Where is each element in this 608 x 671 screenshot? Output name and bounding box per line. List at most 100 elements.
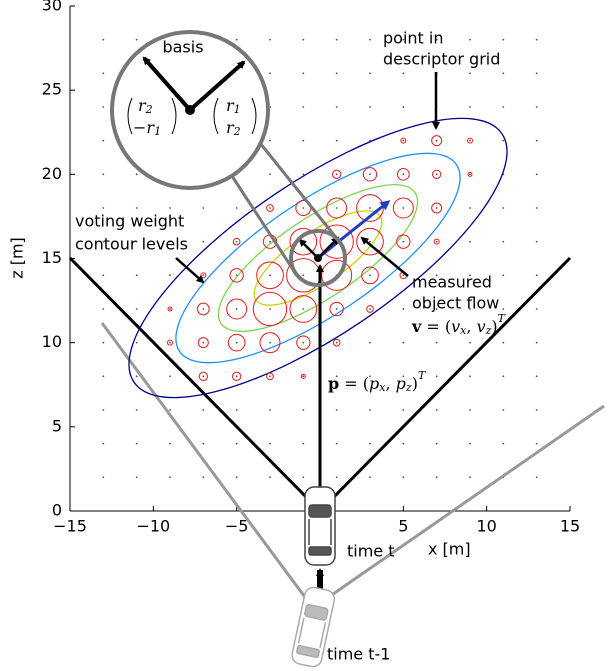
grid-point: [136, 207, 138, 209]
grid-point: [236, 39, 238, 41]
y-tick-label: 20: [42, 164, 62, 183]
grid-point: [136, 39, 138, 41]
grid-point: [536, 342, 538, 344]
x-tick-label: −5: [225, 517, 249, 536]
grid-point: [336, 409, 338, 411]
grid-point: [136, 173, 138, 175]
grid-point: [536, 375, 538, 377]
grid-point: [502, 308, 504, 310]
grid-point: [469, 140, 471, 142]
grid-point: [102, 476, 104, 478]
grid-point: [436, 207, 438, 209]
grid-point: [269, 375, 271, 377]
grid-point: [202, 443, 204, 445]
grid-point: [469, 375, 471, 377]
grid-point: [436, 342, 438, 344]
grid-point: [469, 241, 471, 243]
figure: −15−10−5051015051015202530 basis r2 −r1 …: [0, 0, 608, 671]
grid-point: [136, 443, 138, 445]
grid-point: [502, 443, 504, 445]
grid-point: [236, 476, 238, 478]
x-tick-label: −10: [136, 517, 170, 536]
grid-point: [369, 72, 371, 74]
grid-point: [336, 72, 338, 74]
grid-point: [536, 443, 538, 445]
grid-point: [236, 308, 238, 310]
grid-point: [102, 173, 104, 175]
annotation: measured: [412, 273, 492, 292]
y-tick-label: 15: [42, 248, 62, 267]
grid-point: [469, 106, 471, 108]
grid-point: [469, 39, 471, 41]
grid-point: [402, 106, 404, 108]
grid-point: [469, 476, 471, 478]
grid-point: [502, 409, 504, 411]
grid-point: [402, 241, 404, 243]
grid-point: [336, 342, 338, 344]
grid-point: [336, 106, 338, 108]
grid-point: [469, 443, 471, 445]
annotation-arrow: [176, 258, 203, 282]
grid-point: [536, 241, 538, 243]
grid-point: [202, 375, 204, 377]
grid-point: [302, 207, 304, 209]
grid-point: [402, 173, 404, 175]
grid-point: [336, 173, 338, 175]
grid-point: [436, 375, 438, 377]
time-label: time t: [347, 542, 395, 561]
grid-point: [136, 308, 138, 310]
grid-point: [536, 409, 538, 411]
grid-point: [469, 409, 471, 411]
grid-point: [536, 72, 538, 74]
y-tick-label: 10: [42, 332, 62, 351]
annotation: object flow: [412, 294, 499, 313]
grid-point: [336, 207, 338, 209]
grid-point: [369, 476, 371, 478]
grid-point: [102, 375, 104, 377]
grid-point: [336, 443, 338, 445]
annotation: voting weight: [75, 212, 184, 231]
grid-point: [102, 308, 104, 310]
grid-point: [169, 443, 171, 445]
grid-point: [102, 409, 104, 411]
grid-point: [169, 274, 171, 276]
y-tick-label: 30: [42, 0, 62, 15]
grid-point: [102, 207, 104, 209]
grid-point: [502, 39, 504, 41]
car-now: [305, 487, 335, 565]
grid-point: [236, 409, 238, 411]
x-axis-label: x [m]: [428, 540, 471, 559]
grid-point: [536, 207, 538, 209]
grid-point: [302, 140, 304, 142]
grid-point: [502, 140, 504, 142]
grid-point: [102, 140, 104, 142]
annotation: descriptor grid: [383, 50, 500, 69]
grid-point: [436, 409, 438, 411]
x-tick-label: 10: [476, 517, 496, 536]
fov-prev-right: [313, 406, 604, 608]
grid-point: [502, 106, 504, 108]
grid-point: [102, 443, 104, 445]
grid-point: [269, 207, 271, 209]
y-axis-label: z [m]: [8, 237, 27, 279]
grid-point: [269, 342, 271, 344]
grid-point: [436, 241, 438, 243]
y-tick-label: 25: [42, 80, 62, 99]
grid-point: [302, 342, 304, 344]
grid-point: [202, 342, 204, 344]
x-tick-label: 15: [560, 517, 580, 536]
grid-point: [336, 140, 338, 142]
grid-point: [502, 342, 504, 344]
grid-point: [169, 342, 171, 344]
fov-prev-left: [102, 323, 313, 608]
grid-point: [136, 342, 138, 344]
grid-point: [369, 241, 371, 243]
grid-point: [236, 342, 238, 344]
grid-point: [269, 476, 271, 478]
grid-point: [202, 308, 204, 310]
grid-point: [402, 207, 404, 209]
grid-point: [336, 308, 338, 310]
grid-point: [369, 173, 371, 175]
grid-point: [269, 173, 271, 175]
grid-point: [269, 308, 271, 310]
